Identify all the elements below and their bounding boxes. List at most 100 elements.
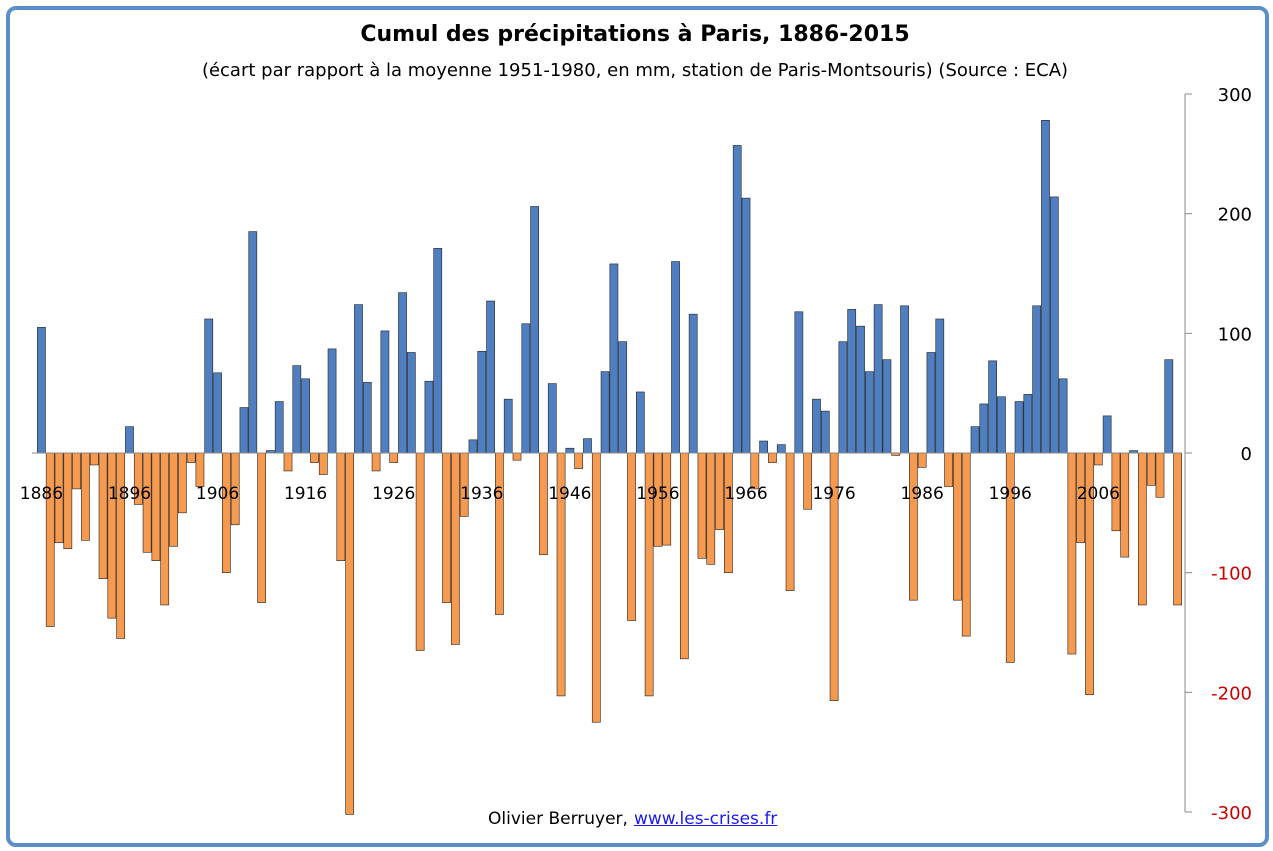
x-tick-label-1936: 1936	[460, 484, 503, 504]
bar-1931	[433, 248, 443, 454]
bar-1919	[327, 348, 337, 454]
bar-1913	[274, 401, 284, 454]
bar-1932	[442, 452, 451, 603]
bar-1995	[997, 396, 1006, 454]
y-tick-label: -300	[1211, 803, 1252, 824]
bar-1929	[415, 452, 425, 651]
bar-1942	[530, 206, 539, 454]
bar-1963	[715, 452, 724, 530]
bar-1891	[81, 452, 90, 541]
bar-1947	[574, 452, 584, 469]
bar-1893	[98, 452, 108, 579]
bar-1968	[759, 440, 768, 454]
bar-1920	[336, 452, 346, 561]
bar-1977	[838, 341, 848, 454]
bar-1916	[301, 378, 310, 454]
x-tick-label-1916: 1916	[284, 484, 327, 504]
y-tick-label: -100	[1211, 564, 1252, 585]
x-tick-label-1966: 1966	[724, 484, 767, 504]
bar-1914	[283, 452, 293, 472]
bar-2009	[1120, 452, 1130, 558]
bar-1911	[257, 452, 266, 603]
bar-2006	[1093, 452, 1103, 466]
bar-1946	[565, 447, 575, 454]
bar-1953	[627, 452, 636, 621]
x-axis-labels: 1886 1896 1906 1916 1926 1936 1946 1956 1966 1976…	[20, 484, 1120, 504]
bar-1923	[362, 382, 372, 454]
bar-1975	[820, 410, 830, 454]
bar-1944	[547, 383, 557, 454]
bar-1950	[600, 371, 610, 454]
bar-1989	[944, 452, 953, 487]
bar-1925	[380, 330, 390, 454]
bar-1998	[1023, 394, 1033, 454]
bar-1937	[486, 300, 495, 454]
bar-2003	[1067, 452, 1077, 655]
bar-1909	[239, 407, 249, 454]
bar-1969	[768, 452, 777, 463]
bar-2013	[1155, 452, 1165, 498]
bar-1958	[671, 261, 680, 454]
bar-2002	[1058, 378, 1068, 454]
bar-1941	[521, 323, 531, 454]
bar-1974	[812, 398, 821, 454]
credit-author: Olivier Berruyer,	[488, 809, 628, 829]
bar-1924	[371, 452, 381, 472]
bar-1900	[160, 452, 170, 606]
x-tick-label-1906: 1906	[196, 484, 239, 504]
bar-1905	[204, 318, 214, 454]
bar-2011	[1138, 452, 1147, 606]
bar-1970	[776, 444, 786, 454]
bar-1962	[706, 452, 716, 565]
bars-group	[37, 120, 1182, 815]
bar-1984	[900, 305, 909, 454]
bar-1952	[618, 341, 628, 454]
credit-link[interactable]: www.les-crises.fr	[633, 809, 778, 829]
credit-line: Olivier Berruyer, www.les-crises.fr	[488, 809, 777, 829]
bar-1964	[724, 452, 733, 573]
bar-1997	[1014, 401, 1024, 454]
bar-1886	[37, 327, 46, 454]
bar-1887	[45, 452, 55, 627]
bar-1980	[864, 371, 874, 454]
bar-1966	[741, 197, 751, 454]
bar-1948	[583, 438, 592, 454]
bar-1954	[635, 391, 645, 454]
bar-1959	[680, 452, 689, 660]
bar-1928	[406, 352, 416, 454]
bar-1943	[539, 452, 548, 556]
bar-1938	[495, 452, 504, 615]
bar-1986	[917, 452, 927, 468]
bar-2015	[1173, 452, 1182, 606]
bar-1987	[926, 352, 936, 454]
bar-1903	[186, 452, 196, 463]
bar-1971	[785, 452, 795, 591]
bar-1978	[847, 309, 857, 454]
x-tick-label-1986: 1986	[901, 484, 944, 504]
x-tick-label-1926: 1926	[372, 484, 415, 504]
bar-2012	[1146, 452, 1156, 486]
bar-2007	[1102, 415, 1112, 454]
bar-1896	[125, 426, 134, 454]
bar-1899	[151, 452, 161, 561]
bar-1906	[213, 372, 222, 454]
bar-1921	[345, 452, 355, 815]
bar-1990	[953, 452, 962, 601]
y-axis: 300 200 100 0 -100 -200 -300	[1184, 85, 1252, 824]
bar-1933	[451, 452, 460, 645]
bar-1910	[248, 231, 258, 454]
bar-1926	[389, 452, 399, 463]
bar-1940	[512, 452, 522, 461]
bar-1918	[318, 452, 328, 475]
bar-1895	[116, 452, 126, 639]
chart-title: Cumul des précipitations à Paris, 1886-2…	[360, 22, 910, 47]
chart-subtitle: (écart par rapport à la moyenne 1951-198…	[201, 60, 1069, 81]
bar-1922	[354, 304, 363, 454]
x-tick-label-1886: 1886	[20, 484, 63, 504]
x-tick-label-1956: 1956	[636, 484, 679, 504]
bar-1894	[107, 452, 117, 619]
bar-1889	[63, 452, 73, 550]
bar-1981	[873, 304, 883, 454]
bar-1991	[961, 452, 971, 637]
